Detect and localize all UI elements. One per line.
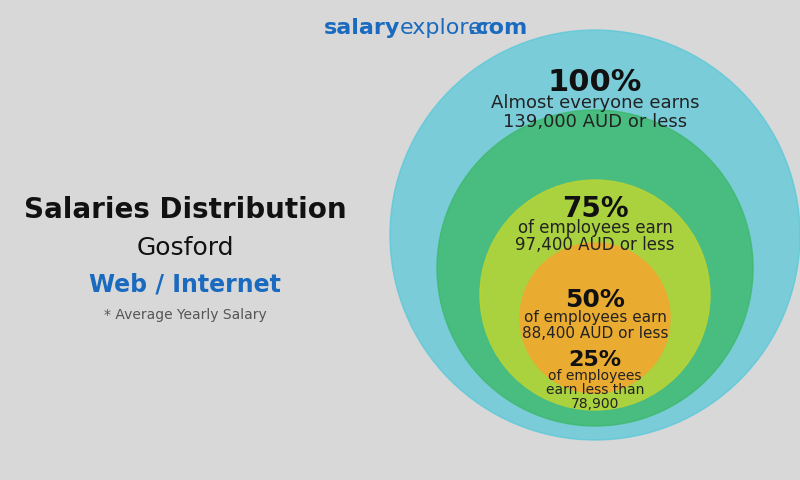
Text: 50%: 50% xyxy=(565,288,625,312)
Circle shape xyxy=(437,110,753,426)
Text: Salaries Distribution: Salaries Distribution xyxy=(24,196,346,224)
Text: of employees: of employees xyxy=(548,369,642,383)
Text: Almost everyone earns: Almost everyone earns xyxy=(490,94,699,112)
Text: * Average Yearly Salary: * Average Yearly Salary xyxy=(104,308,266,322)
Text: of employees earn: of employees earn xyxy=(518,219,673,237)
Text: .com: .com xyxy=(468,18,528,38)
Text: 88,400 AUD or less: 88,400 AUD or less xyxy=(522,326,668,341)
Text: 75%: 75% xyxy=(562,195,628,223)
Text: Gosford: Gosford xyxy=(136,236,234,260)
Text: 25%: 25% xyxy=(569,350,622,370)
Text: earn less than: earn less than xyxy=(546,383,644,397)
Circle shape xyxy=(390,30,800,440)
Text: 100%: 100% xyxy=(548,68,642,97)
Text: of employees earn: of employees earn xyxy=(523,310,666,325)
Text: 97,400 AUD or less: 97,400 AUD or less xyxy=(515,236,674,254)
Text: 139,000 AUD or less: 139,000 AUD or less xyxy=(503,113,687,131)
Text: 78,900: 78,900 xyxy=(571,397,619,411)
Text: Web / Internet: Web / Internet xyxy=(89,273,281,297)
Text: explorer: explorer xyxy=(400,18,492,38)
Circle shape xyxy=(480,180,710,410)
Text: salary: salary xyxy=(324,18,400,38)
Circle shape xyxy=(520,243,670,393)
